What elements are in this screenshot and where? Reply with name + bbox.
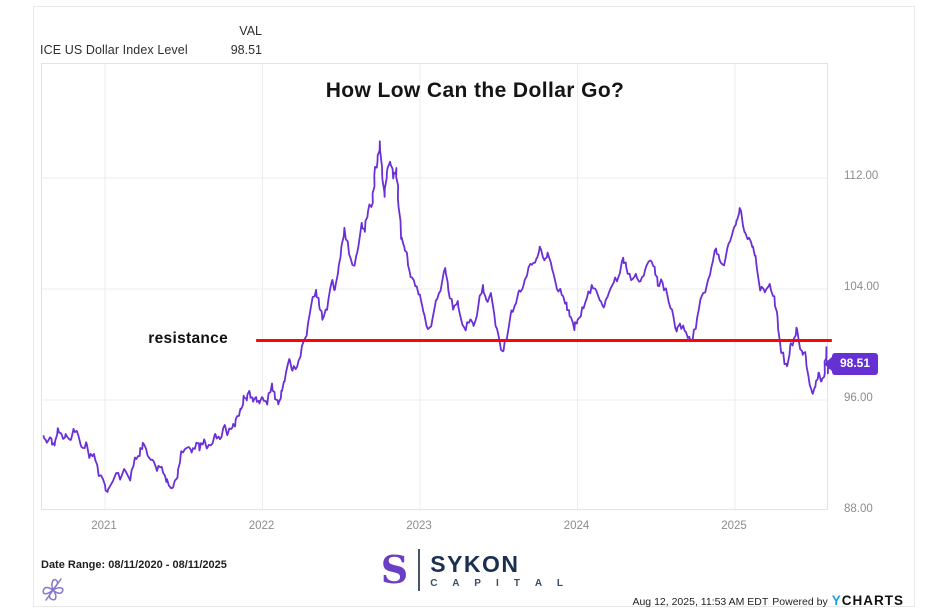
price-chart xyxy=(42,64,830,511)
ycharts-logo-rest: CHARTS xyxy=(841,593,904,608)
y-axis-tick-label: 104.00 xyxy=(844,281,880,293)
val-current-value: 98.51 xyxy=(230,43,262,57)
ycharts-logo-y: Y xyxy=(831,593,842,608)
powered-by-label: Powered by xyxy=(772,596,828,608)
sykon-logo-name: SYKON xyxy=(430,550,520,577)
x-axis-tick-label: 2021 xyxy=(91,520,117,532)
resistance-line xyxy=(255,339,832,343)
y-axis-tick-label: 112.00 xyxy=(844,170,879,182)
flower-doodle-icon xyxy=(42,578,64,601)
plot-area[interactable] xyxy=(41,63,830,511)
sykon-logo: S SYKON C A P I T A L xyxy=(34,549,916,591)
logo-divider xyxy=(418,549,421,591)
price-line xyxy=(42,140,830,493)
x-axis-tick-label: 2023 xyxy=(406,520,432,532)
date-range-label: Date Range: 08/11/2020 - 08/11/2025 xyxy=(41,559,227,571)
sykon-logo-mark: S xyxy=(380,547,409,592)
x-axis-tick-label: 2022 xyxy=(248,520,275,532)
resistance-label: resistance xyxy=(148,329,228,347)
ycharts-logo: YCHARTS xyxy=(832,593,904,608)
chart-widget: ICE US Dollar Index Level VAL 98.51 How … xyxy=(33,6,916,608)
x-axis-tick-label: 2024 xyxy=(563,520,590,532)
y-axis-tick-label: 96.00 xyxy=(844,392,873,404)
last-value-badge: 98.51 xyxy=(832,353,879,376)
x-axis-tick-label: 2025 xyxy=(721,520,747,532)
val-column-header: VAL xyxy=(239,24,262,38)
series-name: ICE US Dollar Index Level xyxy=(40,43,188,57)
gridlines xyxy=(42,64,829,511)
timestamp: Aug 12, 2025, 11:53 AM EDT xyxy=(632,596,769,608)
y-axis-tick-label: 88.00 xyxy=(844,503,873,515)
chart-title: How Low Can the Dollar Go? xyxy=(325,79,625,102)
attribution: Aug 12, 2025, 11:53 AM EDT Powered by YC… xyxy=(632,593,904,608)
sykon-logo-subtitle: C A P I T A L xyxy=(430,577,570,589)
